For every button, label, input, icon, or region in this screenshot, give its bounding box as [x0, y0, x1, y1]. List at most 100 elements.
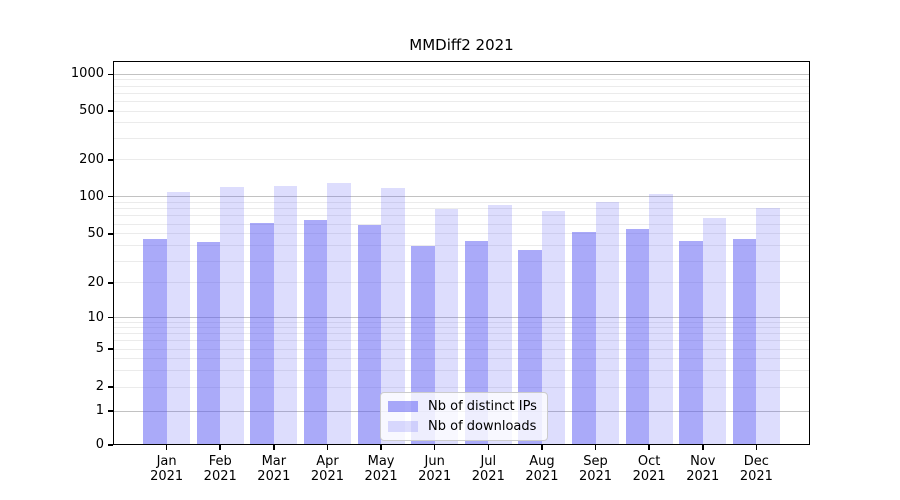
y-tick-label: 1000: [70, 66, 104, 82]
y-tick-mark: [108, 233, 113, 235]
legend-swatch-downloads: [388, 421, 418, 432]
minor-gridline: [113, 348, 810, 350]
x-tick-month: Sep: [583, 454, 608, 469]
legend: Nb of distinct IPs Nb of downloads: [380, 392, 548, 441]
y-tick-mark: [108, 73, 113, 76]
x-tick-mark: [326, 445, 329, 450]
x-tick-year: 2021: [471, 469, 505, 484]
x-tick-year: 2021: [525, 469, 559, 484]
x-tick-month: Mar: [261, 454, 287, 469]
legend-label-distinct-ips: Nb of distinct IPs: [428, 399, 537, 414]
x-tick-month: Feb: [208, 454, 232, 469]
x-tick-mark: [702, 445, 704, 450]
x-tick-mark: [541, 445, 543, 450]
chart-title: MMDiff2 2021: [409, 36, 514, 54]
x-tick-year: 2021: [739, 469, 773, 484]
x-tick-year: 2021: [150, 469, 184, 484]
minor-gridline: [113, 233, 810, 235]
y-tick-label: 500: [79, 103, 104, 119]
minor-gridline: [113, 340, 810, 342]
bar-distinct-ips-may: [357, 224, 382, 445]
minor-gridline: [113, 369, 810, 371]
minor-gridline: [113, 327, 810, 329]
x-tick-year: 2021: [364, 469, 398, 484]
x-tick-month: Dec: [743, 454, 769, 469]
y-tick-label: 10: [87, 309, 104, 325]
x-tick-mark: [433, 445, 436, 450]
y-tick-label: 100: [79, 188, 104, 204]
x-tick-label: Feb 2021: [188, 454, 252, 484]
minor-gridline: [113, 85, 810, 87]
y-tick-mark: [108, 195, 113, 198]
x-tick-mark: [165, 445, 168, 450]
bar-downloads-nov: [702, 218, 727, 445]
major-gridline: [113, 317, 810, 318]
minor-gridline: [113, 357, 810, 359]
y-tick-label: 200: [79, 151, 104, 167]
x-tick-month: Nov: [690, 454, 716, 469]
minor-gridline: [113, 100, 810, 102]
minor-gridline: [113, 321, 810, 323]
y-tick-label: 2: [95, 379, 104, 395]
bar-downloads-mar: [273, 186, 298, 445]
bar-distinct-ips-oct: [625, 228, 650, 445]
bar-downloads-sep: [595, 201, 620, 445]
x-tick-mark: [380, 445, 382, 450]
y-tick-mark: [108, 410, 113, 412]
x-tick-year: 2021: [686, 469, 720, 484]
minor-gridline: [113, 245, 810, 247]
minor-gridline: [113, 122, 810, 124]
x-tick-month: May: [367, 454, 395, 469]
bar-distinct-ips-apr: [303, 219, 328, 445]
bar-downloads-may: [381, 188, 405, 445]
bar-distinct-ips-feb: [196, 241, 221, 445]
minor-gridline: [113, 208, 810, 210]
minor-gridline: [113, 137, 810, 139]
minor-gridline: [113, 92, 810, 94]
minor-gridline: [113, 333, 810, 335]
x-tick-label: Sep 2021: [564, 454, 628, 484]
x-tick-label: May 2021: [349, 454, 413, 484]
bar-downloads-aug: [541, 210, 566, 445]
bar-downloads-dec: [756, 207, 780, 445]
major-gridline: [113, 196, 810, 198]
y-tick-mark: [108, 159, 113, 161]
x-tick-label: Jul 2021: [456, 454, 520, 484]
bar-distinct-ips-mar: [250, 223, 274, 445]
x-tick-month: Jan: [156, 454, 177, 469]
bar-downloads-jun: [434, 208, 459, 445]
minor-gridline: [113, 223, 810, 225]
x-tick-mark: [487, 445, 490, 450]
x-tick-month: Aug: [529, 454, 555, 469]
bar-downloads-jul: [488, 205, 512, 445]
x-tick-month: Oct: [637, 454, 661, 469]
bar-downloads-apr: [327, 183, 351, 445]
bar-distinct-ips-nov: [679, 240, 703, 445]
legend-entry-distinct-ips: Nb of distinct IPs: [388, 399, 537, 414]
x-tick-month: Apr: [316, 454, 339, 469]
minor-gridline: [113, 282, 810, 284]
y-tick-label: 50: [87, 225, 104, 241]
x-tick-label: Oct 2021: [617, 454, 681, 484]
x-tick-label: Apr 2021: [295, 454, 359, 484]
y-tick-mark: [108, 316, 113, 319]
legend-swatch-distinct-ips: [388, 401, 418, 412]
bar-distinct-ips-jan: [143, 239, 167, 445]
minor-gridline: [113, 110, 810, 112]
x-tick-label: Jun 2021: [403, 454, 467, 484]
x-tick-label: Dec 2021: [724, 454, 788, 484]
y-tick-mark: [108, 444, 113, 446]
bar-downloads-feb: [220, 186, 244, 445]
minor-gridline: [113, 159, 810, 161]
y-tick-label: 0: [95, 437, 104, 452]
bar-downloads-jan: [166, 191, 191, 445]
y-tick-label: 20: [87, 274, 104, 290]
x-tick-year: 2021: [310, 469, 344, 484]
bar-distinct-ips-dec: [732, 239, 757, 445]
x-tick-year: 2021: [578, 469, 613, 484]
minor-gridline: [113, 215, 810, 217]
minor-gridline: [113, 79, 810, 81]
x-tick-label: Mar 2021: [242, 454, 306, 484]
x-tick-label: Nov 2021: [671, 454, 735, 484]
